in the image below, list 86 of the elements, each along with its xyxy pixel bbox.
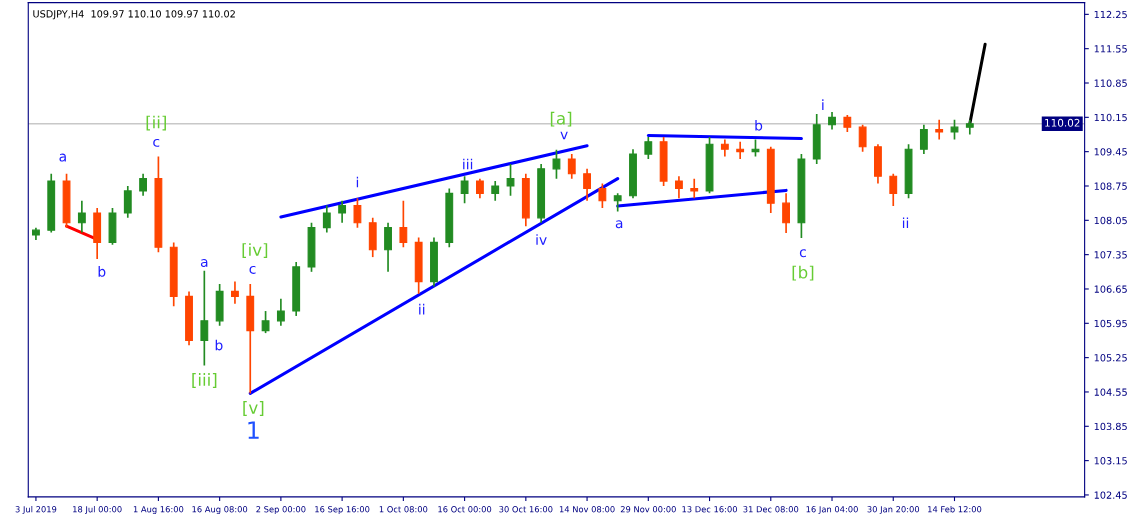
ref-line-label: 110.02 [1045, 118, 1080, 127]
candlestick [77, 199, 86, 234]
annotation: iv [536, 234, 547, 245]
x-tick-label: 30 Oct 16:00 [499, 506, 553, 513]
candlestick [598, 182, 607, 209]
y-tick-label: 112.25 [1094, 10, 1127, 19]
x-tick-label: 18 Jul 00:00 [73, 505, 122, 514]
annotation: c [153, 138, 160, 147]
y-tick-label: 107.35 [1094, 251, 1127, 259]
candlestick [276, 297, 285, 327]
candlestick [567, 153, 576, 180]
x-tick-label: 16 Jan 04:00 [806, 506, 858, 514]
candlestick [935, 118, 944, 141]
annotation: ii [902, 217, 909, 229]
candlestick [858, 123, 867, 153]
annotation: i [356, 176, 359, 188]
candlestick [782, 192, 791, 234]
annotation: b [98, 266, 106, 277]
candlestick [675, 175, 683, 200]
candlestick [475, 177, 484, 200]
y-tick-label: 109.45 [1094, 148, 1127, 156]
y-tick-label: 108.05 [1094, 216, 1127, 225]
y-tick-label: 110.85 [1094, 79, 1127, 87]
y-tick-label: 102.45 [1094, 491, 1127, 499]
text: USDJPY,H4 109.97 110.10 109.97 110.02 [33, 10, 235, 20]
annotation: a [59, 153, 66, 162]
candlestick [919, 123, 928, 155]
candlestick [322, 204, 331, 234]
annotation: c [249, 265, 256, 274]
y-tick-label: 111.55 [1094, 45, 1127, 53]
y-tick-label: 105.25 [1094, 354, 1127, 362]
annotation: b [215, 339, 223, 351]
candlestick [261, 310, 270, 334]
candlestick [399, 199, 408, 249]
candlestick [613, 192, 622, 213]
annotation: [iii] [192, 373, 217, 388]
candlestick [506, 163, 515, 197]
candlestick [338, 199, 347, 224]
candlestick [123, 185, 132, 219]
x-tick-label: 1 Aug 16:00 [133, 506, 184, 514]
annotation: 1 [248, 421, 259, 439]
candlestick [231, 280, 239, 305]
x-tick-label: 3 Jul 2019 [15, 505, 57, 514]
annotation: [iv] [242, 243, 268, 259]
annotation: c [799, 249, 806, 258]
annotation: [ii] [146, 115, 166, 131]
annotation: v [560, 131, 568, 140]
candlestick [690, 177, 699, 200]
annotation: a [200, 259, 208, 268]
annotation: i [822, 99, 824, 110]
annotation: [v] [243, 401, 264, 416]
annotation: b [755, 119, 763, 131]
y-tick-label: 105.95 [1094, 319, 1127, 328]
annotation: iii [463, 158, 473, 170]
annotation: a [615, 220, 623, 229]
x-tick-label: 29 Nov 00:00 [620, 506, 676, 513]
candlestick [491, 180, 500, 202]
candlestick [644, 136, 653, 160]
x-tick-label: 30 Jan 20:00 [867, 506, 920, 514]
x-tick-label: 14 Feb 12:00 [928, 505, 982, 513]
candlestick [889, 172, 898, 207]
y-tick-label: 104.55 [1094, 388, 1127, 396]
y-tick-label: 108.75 [1094, 182, 1127, 190]
x-tick-label: 31 Dec 08:00 [743, 506, 799, 513]
x-tick-label: 16 Sep 16:00 [315, 506, 370, 514]
candlestick [353, 197, 362, 229]
candlestick [384, 221, 392, 273]
y-tick-label: 110.15 [1094, 113, 1127, 122]
candlestick [950, 118, 959, 141]
candlestick [583, 167, 591, 202]
candlestick [200, 269, 209, 367]
annotation: [a] [550, 111, 572, 127]
y-tick-label: 103.85 [1094, 422, 1127, 431]
x-tick-label: 16 Oct 00:00 [438, 506, 492, 513]
candlestick [139, 172, 148, 197]
y-tick-label: 103.15 [1094, 457, 1127, 465]
annotation: [b] [792, 265, 814, 281]
y-tick-label: 106.65 [1094, 285, 1127, 293]
x-tick-label: 2 Sep 00:00 [256, 506, 306, 514]
candlestick [552, 148, 561, 180]
x-tick-label: 13 Dec 16:00 [682, 506, 738, 513]
annotation: ii [419, 303, 425, 315]
x-tick-label: 16 Aug 08:00 [192, 506, 248, 514]
x-tick-label: 1 Oct 08:00 [379, 506, 428, 513]
candlestick [460, 175, 469, 204]
x-tick-label: 14 Nov 08:00 [559, 506, 615, 513]
